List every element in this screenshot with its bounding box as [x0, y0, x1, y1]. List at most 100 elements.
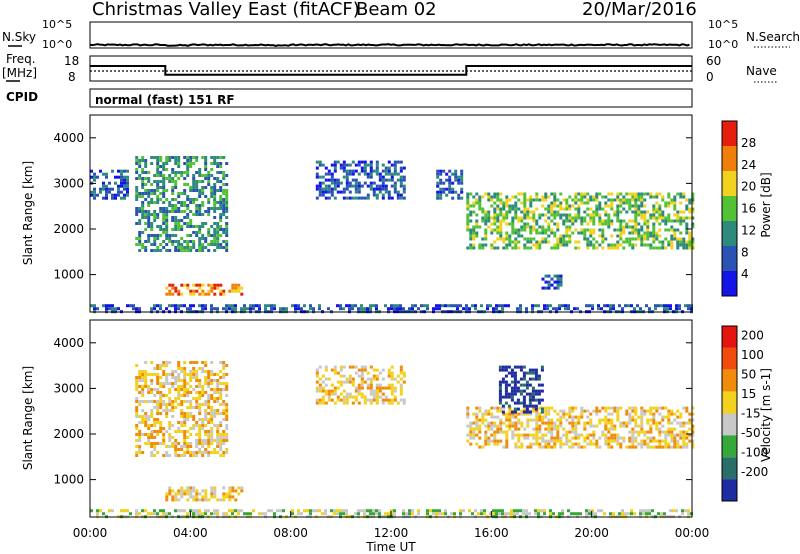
power-cell	[456, 307, 459, 311]
power-cell	[186, 246, 190, 249]
power-cell	[655, 195, 659, 199]
velocity-cell	[177, 421, 181, 424]
power-cell	[396, 160, 400, 164]
velocity-cell	[568, 445, 572, 449]
power-cell	[156, 171, 160, 174]
velocity-cell	[531, 368, 535, 372]
velocity-cell	[276, 509, 279, 513]
velocity-cell	[357, 401, 361, 405]
velocity-cell	[681, 512, 684, 516]
power-cell	[535, 195, 539, 199]
power-cell	[315, 160, 319, 164]
velocity-cell	[667, 430, 671, 434]
velocity-cell	[204, 492, 208, 496]
velocity-cell	[162, 439, 166, 442]
velocity-cell	[682, 442, 686, 446]
power-cell	[628, 204, 632, 208]
velocity-cell	[318, 509, 321, 513]
power-cell	[508, 204, 512, 208]
power-cell	[654, 307, 657, 311]
velocity-cell	[375, 377, 379, 381]
nsky-series	[89, 43, 690, 48]
velocity-data	[90, 361, 695, 519]
velocity-cell	[186, 406, 190, 409]
power-cell	[177, 292, 181, 296]
velocity-cell	[225, 382, 229, 385]
velocity-cell	[177, 509, 180, 513]
power-cell	[562, 234, 566, 238]
velocity-cell	[198, 427, 202, 430]
velocity-cell	[610, 445, 614, 449]
power-region-7	[541, 274, 563, 290]
velocity-cell	[645, 509, 648, 513]
power-cell	[637, 213, 641, 217]
power-cell	[321, 193, 325, 197]
power-cell	[655, 246, 659, 250]
power-cell	[180, 192, 184, 195]
power-cell	[682, 240, 686, 244]
power-cell	[481, 219, 485, 223]
velocity-cell	[186, 388, 190, 391]
power-cell	[481, 237, 485, 241]
velocity-cell	[535, 412, 539, 416]
power-cell	[675, 307, 678, 311]
power-cell	[333, 166, 337, 170]
velocity-cell	[348, 374, 352, 378]
velocity-cell	[550, 439, 554, 443]
velocity-cell	[324, 392, 328, 396]
power-cell	[327, 169, 331, 173]
power-cell	[490, 198, 494, 202]
velocity-cell	[177, 397, 181, 400]
velocity-cell	[183, 391, 187, 394]
power-cell	[216, 162, 220, 165]
velocity-cell	[579, 512, 582, 516]
power-cell	[156, 189, 160, 192]
velocity-cell	[529, 418, 533, 422]
power-cell	[673, 213, 677, 217]
velocity-cell	[574, 427, 578, 431]
velocity-cell	[481, 412, 485, 416]
power-cell	[159, 198, 163, 201]
velocity-cell	[297, 509, 300, 513]
velocity-cell	[513, 386, 517, 390]
velocity-cell	[318, 389, 322, 393]
power-cell	[411, 304, 414, 308]
power-cell	[691, 240, 695, 244]
velocity-cell	[601, 418, 605, 422]
power-cell	[640, 195, 644, 199]
velocity-cell	[505, 430, 509, 434]
power-cell	[655, 234, 659, 238]
velocity-cell	[378, 386, 382, 390]
power-cell	[219, 283, 223, 287]
velocity-cell	[375, 401, 379, 405]
velocity-cell	[514, 445, 518, 449]
power-cell	[390, 196, 394, 200]
power-cell	[156, 225, 160, 228]
velocity-cell	[468, 509, 471, 513]
power-cell	[640, 237, 644, 241]
velocity-cell	[660, 512, 663, 516]
power-cell	[426, 307, 429, 311]
power-cell	[511, 231, 515, 235]
velocity-cell	[571, 409, 575, 413]
power-cell	[141, 216, 145, 219]
velocity-cell	[159, 509, 162, 513]
velocity-cell	[673, 439, 677, 443]
velocity-cell	[96, 509, 99, 513]
time-tick-label: 04:00	[173, 526, 208, 540]
velocity-cell	[640, 439, 644, 443]
velocity-cell	[141, 409, 145, 412]
velocity-cell	[649, 436, 653, 440]
power-cell	[171, 207, 175, 210]
velocity-cell	[147, 373, 151, 376]
velocity-cell	[435, 512, 438, 516]
power-cell	[448, 175, 452, 179]
power-cell	[526, 240, 530, 244]
velocity-cell	[168, 361, 172, 364]
velocity-cell	[198, 403, 202, 406]
velocity-cell	[475, 412, 479, 416]
power-cell	[610, 204, 614, 208]
velocity-cell	[475, 442, 479, 446]
power-cell	[147, 219, 151, 222]
power-cell	[153, 213, 157, 216]
